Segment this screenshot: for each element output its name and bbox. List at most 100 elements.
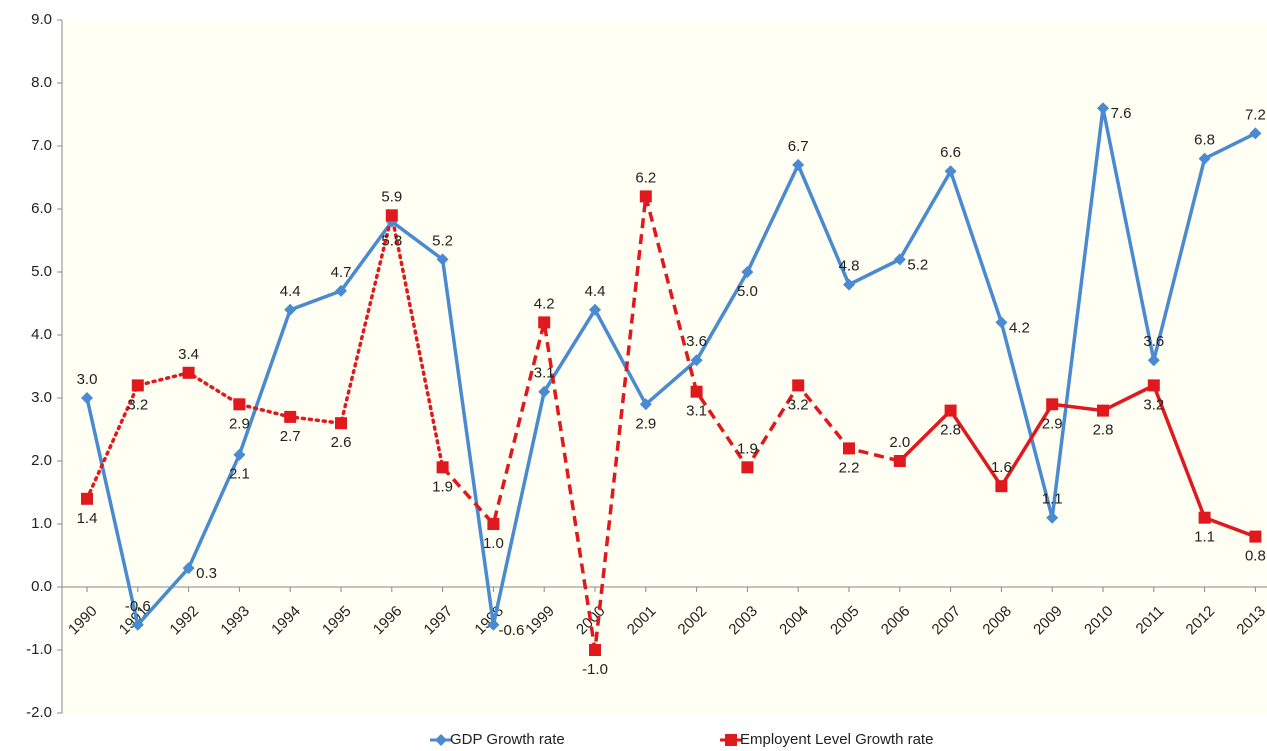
point [233,398,246,411]
data-label: 4.4 [585,283,606,300]
point [893,253,906,266]
legend-marker [725,734,737,746]
point [131,379,144,392]
data-label: 3.4 [178,346,199,363]
data-label: 1.6 [991,459,1012,476]
data-label: 2.2 [839,459,860,476]
data-label: 4.2 [1009,319,1030,336]
point [589,644,601,656]
point [1046,511,1059,524]
data-label: 1.9 [737,440,758,457]
data-label: 2.9 [635,415,656,432]
y-tick-label: 6.0 [31,200,52,217]
data-label: 3.2 [788,396,809,413]
point [131,618,144,631]
point [1249,530,1262,543]
data-label: 2.8 [940,422,961,439]
y-tick-label: 1.0 [31,515,52,532]
data-label: 2.1 [229,466,250,483]
series-line [441,195,901,651]
point [792,379,805,392]
point [1147,354,1160,367]
data-label: 2.8 [1093,422,1114,439]
point [538,385,551,398]
y-tick-label: 5.0 [31,263,52,280]
y-tick-label: 7.0 [31,137,52,154]
series-line [85,214,445,501]
point [690,385,703,398]
point [538,316,551,329]
point [639,398,652,411]
point [843,278,855,291]
y-tick-label: -1.0 [26,641,52,658]
series-line [85,107,1257,629]
data-label: -0.6 [125,598,151,615]
point [944,165,957,178]
data-label: 3.6 [686,333,707,350]
point [1249,127,1262,140]
point [843,442,855,455]
point [1147,379,1160,392]
data-label: -0.6 [498,622,524,639]
point [589,303,601,316]
point [335,417,347,430]
point [639,190,652,203]
data-label: 2.9 [1042,415,1063,432]
legend-label: Employent Level Growth rate [740,731,933,748]
point [81,392,93,404]
point [284,410,297,423]
data-label: 6.2 [635,169,656,186]
y-tick-label: -2.0 [26,704,52,721]
data-label: 4.4 [280,283,301,300]
data-label: 3.6 [1143,333,1164,350]
data-label: 1.9 [432,478,453,495]
y-tick-label: 9.0 [31,11,52,28]
point [893,455,906,467]
data-label: 1.1 [1042,491,1063,508]
point [1198,152,1211,165]
data-label: 2.0 [889,434,910,451]
data-label: 1.0 [483,535,504,552]
data-label: 6.7 [788,138,809,155]
data-label: 1.1 [1194,529,1215,546]
point [1097,404,1109,417]
data-label: 0.8 [1245,548,1266,565]
legend-marker [435,734,447,746]
point [690,354,703,367]
point [182,562,195,575]
point [792,158,805,171]
data-label: 2.9 [229,415,250,432]
data-label: 5.8 [381,233,402,250]
point [995,316,1008,329]
point [944,404,957,417]
point [81,492,93,505]
legend-label: GDP Growth rate [450,731,565,748]
data-label: 5.0 [737,283,758,300]
point [284,303,297,316]
data-label: 1.4 [77,510,98,527]
data-label: 3.2 [127,396,148,413]
data-label: 4.7 [331,264,352,281]
series-line [898,382,1257,539]
point [741,461,754,474]
data-label: -1.0 [582,661,608,678]
point [1046,398,1059,411]
data-label: 4.8 [839,258,860,275]
data-label: 3.1 [686,403,707,420]
point [1097,102,1109,115]
data-label: 0.3 [196,565,217,582]
data-label: 3.1 [534,365,555,382]
y-tick-label: 8.0 [31,74,52,91]
data-label: 4.2 [534,295,555,312]
point [436,461,449,474]
data-label: 2.7 [280,428,301,445]
y-tick-label: 4.0 [31,326,52,343]
plot-area [62,20,1267,713]
point [741,266,754,278]
point [436,253,449,266]
data-label: 5.2 [432,232,453,249]
data-label: 3.2 [1143,396,1164,413]
data-label: 6.6 [940,144,961,161]
data-label: 7.2 [1245,106,1266,123]
point [487,518,500,530]
